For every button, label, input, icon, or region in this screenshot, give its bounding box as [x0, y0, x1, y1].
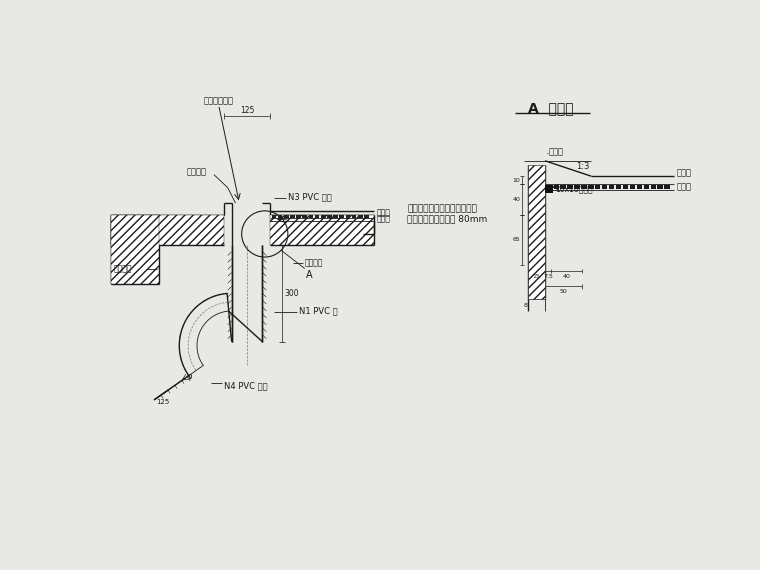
Bar: [111, 215, 224, 246]
Text: 用聚氨酯防水涂料贴卷材加层: 用聚氨酯防水涂料贴卷材加层: [407, 204, 477, 213]
Bar: [271, 215, 277, 218]
Text: N1 PVC 管: N1 PVC 管: [299, 307, 337, 315]
Bar: [664, 185, 670, 189]
Bar: [630, 185, 635, 189]
Bar: [581, 185, 587, 189]
Text: 40: 40: [512, 197, 521, 202]
Bar: [609, 185, 614, 189]
Bar: [334, 215, 338, 218]
Bar: [575, 185, 580, 189]
Bar: [602, 185, 607, 189]
Text: 防水涂料: 防水涂料: [187, 168, 207, 177]
Text: N3 PVC 管盐: N3 PVC 管盐: [288, 193, 331, 201]
Text: 保护层: 保护层: [376, 209, 391, 218]
Bar: [358, 215, 363, 218]
Text: 40: 40: [562, 274, 570, 279]
Bar: [651, 185, 656, 189]
Bar: [327, 215, 332, 218]
Bar: [346, 215, 350, 218]
Text: 预制部分: 预制部分: [305, 258, 323, 267]
Bar: [657, 185, 663, 189]
Bar: [270, 215, 374, 246]
Text: 泡发沥青嵌缝: 泡发沥青嵌缝: [204, 96, 233, 105]
Bar: [560, 185, 566, 189]
Text: 7.5: 7.5: [543, 274, 553, 279]
Text: 泡水墙: 泡水墙: [549, 147, 564, 156]
Text: 10: 10: [513, 177, 521, 182]
Text: φ: φ: [186, 372, 192, 381]
Text: 8: 8: [524, 303, 527, 308]
Text: 65: 65: [513, 237, 521, 242]
Text: 10x10橡橡胶: 10x10橡橡胶: [555, 185, 593, 194]
Bar: [546, 185, 552, 189]
Bar: [553, 185, 559, 189]
Text: 125: 125: [156, 400, 169, 405]
Bar: [595, 185, 600, 189]
Bar: [364, 215, 369, 218]
Bar: [309, 215, 313, 218]
Bar: [296, 215, 301, 218]
Bar: [545, 185, 553, 193]
Bar: [637, 185, 642, 189]
Text: 1:3: 1:3: [576, 162, 589, 170]
Text: A  示意图: A 示意图: [528, 101, 574, 116]
Text: 防水层: 防水层: [676, 182, 692, 192]
Bar: [340, 215, 344, 218]
Bar: [352, 215, 356, 218]
Text: N4 PVC 弯头: N4 PVC 弯头: [224, 381, 268, 390]
Text: A: A: [306, 270, 313, 280]
Text: 保护层: 保护层: [676, 169, 692, 178]
Text: 防水层: 防水层: [376, 215, 391, 224]
Bar: [284, 215, 289, 218]
Bar: [568, 185, 573, 189]
Bar: [321, 215, 325, 218]
Text: 300: 300: [284, 289, 299, 298]
Bar: [528, 165, 545, 299]
Bar: [616, 185, 621, 189]
Text: 125: 125: [240, 105, 255, 115]
Bar: [315, 215, 319, 218]
Text: 预制部分: 预制部分: [114, 264, 132, 273]
Text: 50: 50: [559, 290, 567, 294]
Bar: [622, 185, 629, 189]
Bar: [278, 215, 283, 218]
Text: 进行封边处理，高度 80mm: 进行封边处理，高度 80mm: [407, 215, 487, 224]
Text: 15: 15: [533, 274, 540, 279]
Bar: [644, 185, 649, 189]
Bar: [588, 185, 594, 189]
Bar: [111, 215, 159, 284]
Bar: [290, 215, 295, 218]
Bar: [302, 215, 307, 218]
